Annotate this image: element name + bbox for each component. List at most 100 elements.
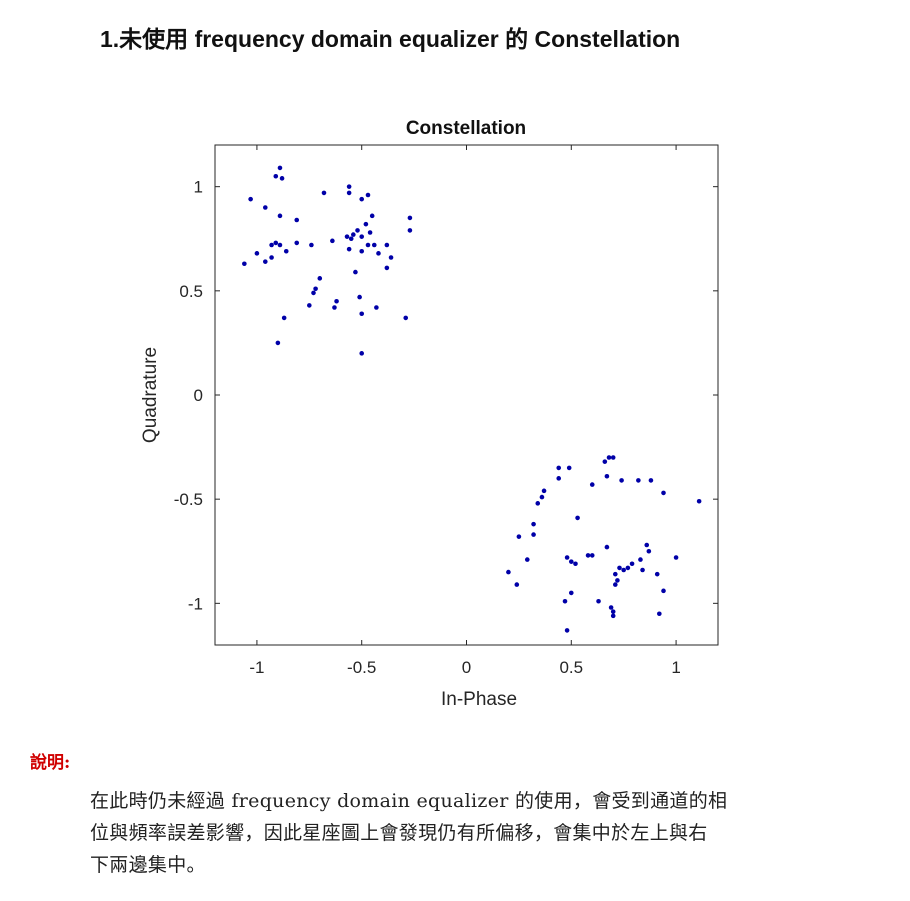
note-line-3: 下兩邊集中。 [90, 854, 206, 876]
constellation-point [248, 196, 253, 202]
constellation-point [357, 294, 362, 300]
constellation-point [346, 184, 352, 189]
constellation-point [568, 590, 574, 596]
constellation-point [332, 305, 337, 310]
constellation-point [613, 571, 618, 577]
constellation-point [539, 494, 545, 500]
constellation-point [321, 190, 327, 196]
constellation-point [275, 340, 281, 346]
constellation-point [359, 351, 365, 356]
constellation-point [277, 242, 283, 248]
constellation-point [531, 521, 536, 527]
constellation-point [564, 555, 570, 560]
constellation-point [568, 559, 574, 564]
constellation-point [371, 242, 377, 248]
constellation-point [263, 205, 268, 210]
constellation-chart: Constellation -1 -0.5 0 0.5 1 1 0.5 0 -0.5 -1 In… [130, 108, 750, 718]
constellation-point [269, 242, 274, 248]
constellation-point [369, 213, 375, 219]
constellation-point [636, 478, 641, 483]
constellation-point [374, 305, 379, 310]
constellation-point [646, 548, 652, 554]
constellation-point [556, 465, 562, 471]
y-tick-label: -1 [188, 594, 203, 613]
constellation-point [596, 598, 601, 604]
x-tick-label: 0.5 [559, 658, 583, 677]
constellation-point [351, 232, 356, 237]
constellation-point [307, 303, 312, 308]
constellation-point [648, 478, 654, 483]
constellation-point [564, 628, 570, 633]
constellation-point [602, 459, 608, 464]
constellation-point [621, 567, 626, 573]
constellation-point [638, 557, 643, 562]
constellation-point [604, 544, 610, 550]
note-body: 在此時仍未經過 frequency domain equalizer 的使用，會… [90, 785, 890, 881]
constellation-point [506, 569, 511, 575]
constellation-point [363, 221, 369, 227]
constellation-point [589, 482, 595, 487]
y-tick-label: 0.5 [179, 282, 203, 301]
constellation-point [330, 238, 335, 244]
constellation-point [365, 192, 371, 198]
constellation-point [283, 248, 289, 254]
x-tick-label: -1 [249, 658, 264, 677]
constellation-point [309, 242, 314, 248]
constellation-point [604, 473, 610, 479]
constellation-point [610, 613, 616, 619]
constellation-point [535, 501, 541, 506]
constellation-point [696, 498, 702, 504]
x-tick-label: -0.5 [347, 658, 376, 677]
constellation-point [277, 213, 283, 219]
constellation-point [589, 553, 595, 558]
plot-area [214, 144, 719, 646]
x-axis-ticks: -1 -0.5 0 0.5 1 [249, 145, 681, 677]
constellation-point [573, 561, 578, 567]
scatter-points [242, 165, 702, 633]
y-tick-label: 0 [194, 386, 203, 405]
constellation-point [575, 515, 580, 521]
constellation-point [367, 230, 373, 235]
constellation-point [531, 532, 536, 537]
constellation-point [673, 555, 679, 560]
constellation-point [407, 215, 413, 221]
constellation-point [541, 488, 547, 494]
constellation-point [344, 234, 350, 239]
constellation-point [279, 176, 285, 181]
constellation-point [242, 261, 247, 267]
constellation-point [619, 478, 624, 483]
constellation-point [613, 582, 618, 587]
constellation-point [269, 255, 274, 260]
constellation-point [629, 561, 635, 567]
constellation-point [376, 251, 381, 256]
chart-svg: Constellation -1 -0.5 0 0.5 1 1 0.5 0 -0.5 -1 In… [140, 118, 719, 710]
constellation-point [556, 476, 562, 481]
constellation-point [353, 269, 358, 275]
constellation-point [388, 255, 394, 260]
chart-title: Constellation [406, 118, 526, 139]
y-axis-label: Quadrature [140, 347, 161, 443]
constellation-point [585, 553, 591, 558]
constellation-point [359, 234, 365, 239]
constellation-point [608, 605, 614, 610]
constellation-point [346, 246, 352, 252]
note-line-2: 位與頻率誤差影響，因此星座圖上會發現仍有所偏移，會集中於左上與右 [90, 822, 708, 844]
constellation-point [346, 190, 352, 196]
constellation-point [348, 236, 354, 242]
constellation-point [516, 534, 522, 539]
constellation-point [403, 315, 409, 321]
constellation-point [254, 251, 260, 256]
constellation-point [317, 276, 323, 281]
constellation-point [610, 455, 616, 460]
constellation-point [359, 311, 365, 317]
constellation-point [294, 240, 300, 246]
note-line-1: 在此時仍未經過 frequency domain equalizer 的使用，會… [90, 790, 728, 812]
constellation-point [562, 598, 568, 604]
constellation-point [311, 290, 316, 296]
y-tick-label: 1 [194, 178, 203, 197]
x-tick-label: 0 [462, 658, 471, 677]
y-tick-label: -0.5 [174, 490, 203, 509]
constellation-point [566, 465, 572, 471]
constellation-point [313, 286, 318, 292]
constellation-point [617, 565, 622, 571]
